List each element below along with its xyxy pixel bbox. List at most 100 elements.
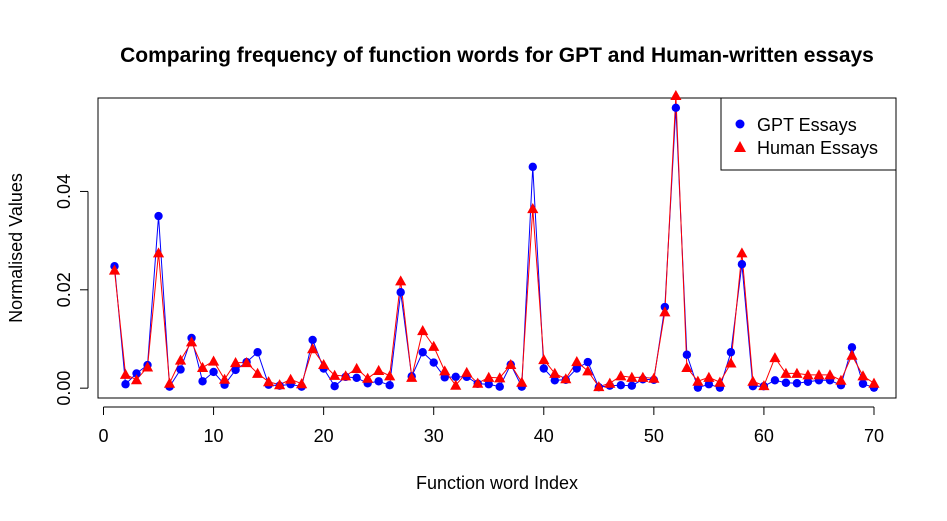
x-tick-label: 70	[864, 426, 884, 446]
point-gpt	[583, 357, 593, 367]
point-gpt	[858, 379, 868, 388]
point-gpt	[682, 350, 692, 359]
point-human	[637, 371, 649, 382]
point-human	[868, 377, 880, 388]
point-human	[736, 247, 748, 258]
x-axis: 0 10 20 30 40 50 60 70	[98, 406, 884, 446]
x-tick-label: 50	[644, 426, 664, 446]
point-human	[318, 358, 330, 370]
point-human	[263, 376, 275, 387]
point-human	[384, 370, 396, 381]
point-gpt	[154, 211, 163, 221]
point-gpt	[627, 381, 637, 390]
point-gpt	[737, 260, 747, 269]
point-human	[152, 247, 165, 258]
point-gpt	[539, 364, 548, 373]
point-gpt	[704, 380, 714, 389]
point-human	[340, 370, 352, 381]
series-layer	[108, 90, 880, 392]
point-human	[196, 361, 209, 372]
point-human	[571, 356, 583, 367]
point-human	[824, 369, 836, 380]
point-gpt	[484, 380, 493, 389]
point-human	[141, 361, 154, 372]
x-tick-label: 60	[754, 426, 774, 446]
y-axis-label: Normalised Values	[6, 173, 26, 323]
point-human	[659, 306, 671, 317]
point-human	[406, 371, 418, 382]
point-human	[494, 372, 506, 383]
series-line-human	[114, 95, 875, 388]
series-line-gpt	[114, 107, 875, 389]
point-gpt	[198, 377, 207, 386]
point-human	[296, 378, 308, 389]
point-human	[538, 354, 550, 365]
point-human	[857, 370, 869, 381]
point-gpt	[770, 376, 780, 385]
point-human	[395, 275, 407, 286]
y-tick-label: 0.00	[54, 371, 74, 406]
point-human	[461, 366, 473, 377]
point-human	[725, 357, 737, 368]
point-gpt	[528, 162, 537, 172]
point-human	[527, 203, 539, 214]
point-human	[307, 343, 319, 354]
legend-label-gpt: GPT Essays	[757, 115, 857, 135]
legend-box	[720, 97, 897, 171]
point-human	[560, 373, 572, 384]
point-gpt	[231, 365, 240, 375]
point-human	[229, 356, 242, 368]
point-human	[758, 380, 770, 391]
point-gpt	[176, 365, 185, 374]
point-human	[703, 371, 715, 382]
point-human	[593, 381, 605, 392]
point-gpt	[308, 335, 317, 345]
point-gpt	[495, 382, 504, 391]
point-gpt	[792, 379, 802, 388]
x-axis-label: Function word Index	[416, 473, 578, 493]
point-human	[747, 375, 759, 386]
point-human	[373, 364, 385, 375]
point-human	[274, 379, 286, 390]
point-human	[362, 372, 374, 383]
legend: GPT Essays Human Essays	[720, 97, 897, 171]
legend-marker-human	[734, 141, 746, 152]
point-human	[802, 369, 814, 380]
y-tick-label: 0.02	[54, 272, 74, 307]
x-tick-label: 30	[424, 426, 444, 446]
y-axis: 0.00 0.02 0.04	[54, 174, 89, 406]
point-human	[439, 365, 451, 376]
point-human	[582, 365, 594, 376]
point-human	[130, 374, 143, 385]
point-gpt	[781, 378, 791, 387]
point-gpt	[121, 380, 130, 389]
point-human	[714, 376, 726, 387]
point-human	[240, 356, 253, 368]
point-gpt	[429, 358, 438, 367]
point-gpt	[209, 367, 218, 377]
point-human	[472, 377, 484, 388]
point-human	[207, 355, 220, 366]
x-tick-label: 40	[534, 426, 554, 446]
point-gpt	[385, 381, 394, 390]
legend-marker-gpt	[735, 119, 745, 129]
point-human	[648, 372, 660, 383]
point-human	[615, 370, 627, 381]
point-human	[813, 369, 825, 380]
series-group	[108, 90, 880, 392]
point-human	[670, 90, 682, 101]
point-human	[218, 373, 231, 384]
point-gpt	[451, 372, 460, 382]
point-human	[185, 336, 198, 347]
point-gpt	[726, 348, 736, 357]
plot-frame	[97, 97, 897, 399]
point-gpt	[616, 381, 626, 390]
point-human	[329, 369, 341, 380]
point-gpt	[803, 377, 813, 386]
x-tick-label: 10	[204, 426, 224, 446]
legend-label-human: Human Essays	[757, 138, 878, 158]
point-human	[846, 349, 858, 360]
point-gpt	[132, 369, 141, 378]
y-tick-label: 0.04	[54, 174, 74, 209]
